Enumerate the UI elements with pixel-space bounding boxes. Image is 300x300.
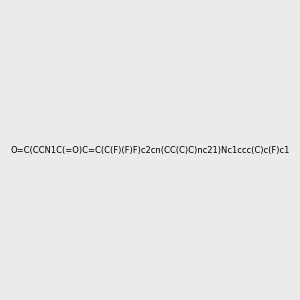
Text: O=C(CCN1C(=O)C=C(C(F)(F)F)c2cn(CC(C)C)nc21)Nc1ccc(C)c(F)c1: O=C(CCN1C(=O)C=C(C(F)(F)F)c2cn(CC(C)C)nc… [10,146,290,154]
